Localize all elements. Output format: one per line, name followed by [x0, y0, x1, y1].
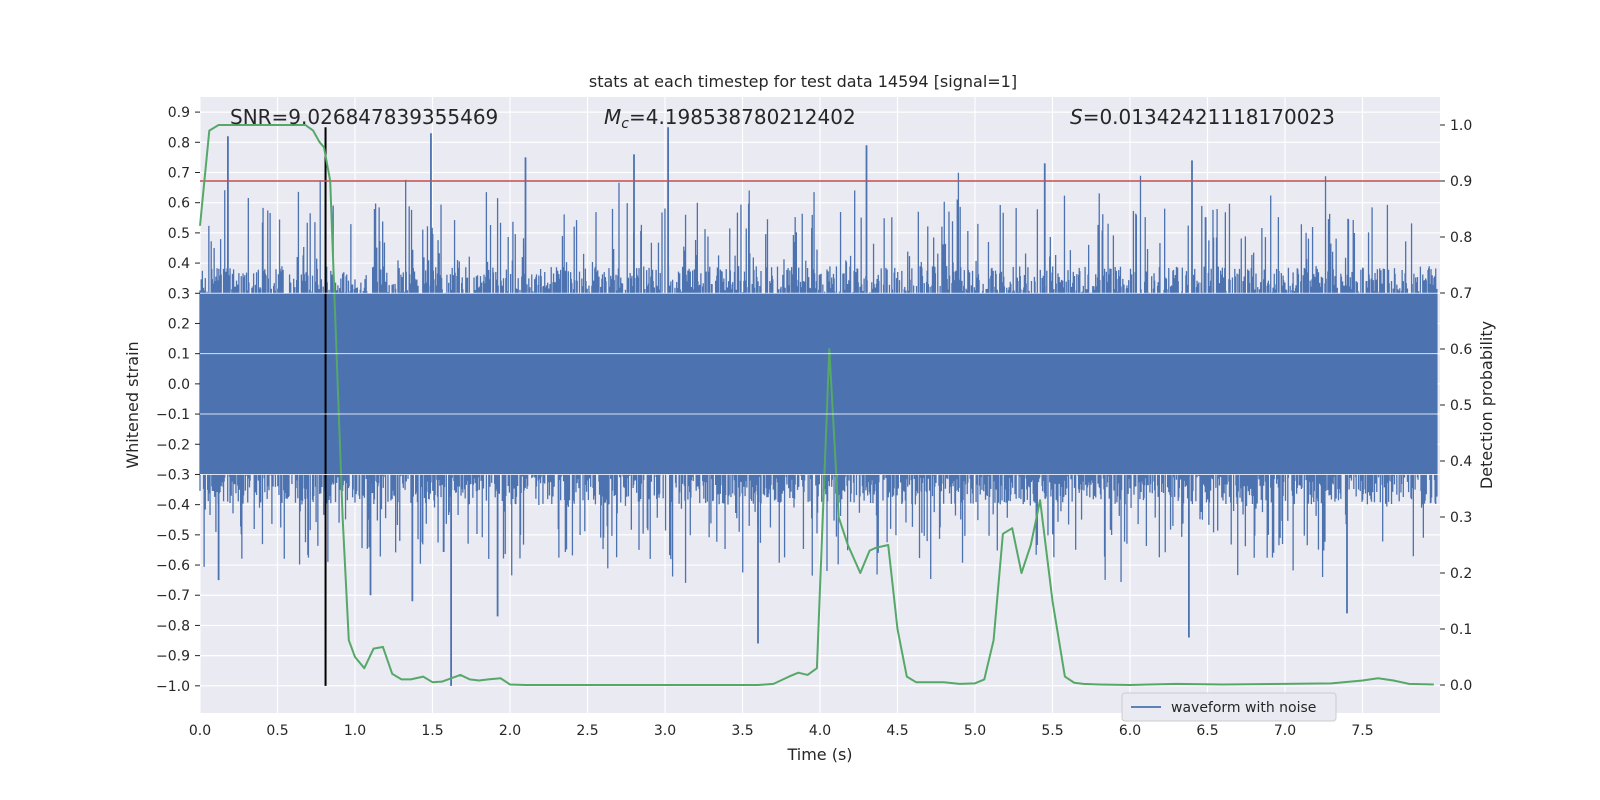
- y-axis-label: Whitened strain: [123, 341, 142, 468]
- y-tick-label: 0.7: [168, 165, 190, 181]
- y-axis-ticks: 0.9 0.8 0.7 0.6 0.5 0.4 0.3 0.2 0.1 0.0 −0.1 −0.2 −0…: [156, 105, 200, 695]
- x-tick-label: 4.0: [809, 723, 831, 739]
- snr-annotation: SNR=9.026847839355469: [230, 105, 498, 129]
- y2-tick-label: 0.3: [1450, 510, 1472, 526]
- x-tick-label: 6.5: [1196, 723, 1218, 739]
- x-tick-label: 3.5: [731, 723, 753, 739]
- s-symbol: S: [1070, 105, 1083, 129]
- y2-tick-label: 0.2: [1450, 566, 1472, 582]
- x-tick-label: 2.0: [499, 723, 521, 739]
- y-tick-label: −0.9: [156, 649, 190, 665]
- x-tick-label: 1.5: [421, 723, 443, 739]
- chirp-mass-annotation: Mc=4.198538780212402: [604, 105, 856, 132]
- x-tick-label: 5.0: [964, 723, 986, 739]
- x-axis-label: Time (s): [786, 745, 852, 764]
- chirp-mass-symbol: M: [604, 105, 621, 129]
- y-tick-label: −0.4: [156, 498, 190, 514]
- y2-axis-label: Detection probability: [1477, 321, 1496, 489]
- y-tick-label: −0.3: [156, 467, 190, 483]
- s-annotation: S=0.01342421118170023: [1070, 105, 1335, 129]
- legend: waveform with noise: [1121, 692, 1337, 722]
- y-tick-label: 0.0: [168, 377, 190, 393]
- y-tick-label: 0.1: [168, 347, 190, 363]
- grid-overlay: [200, 292, 1440, 475]
- y-tick-label: 0.4: [168, 256, 190, 272]
- y2-tick-label: 0.7: [1450, 286, 1472, 302]
- chart-title: stats at each timestep for test data 145…: [589, 72, 1017, 91]
- chirp-mass-value: =4.198538780212402: [629, 105, 856, 129]
- y2-tick-label: 0.6: [1450, 342, 1472, 358]
- y-tick-label: −0.7: [156, 588, 190, 604]
- x-tick-label: 7.0: [1274, 723, 1296, 739]
- x-axis-ticks: 0.0 0.5 1.0 1.5 2.0 2.5 3.0 3.5 4.0 4.5 5.0 5.5 6.0 6…: [189, 723, 1374, 739]
- y-tick-label: 0.5: [168, 226, 190, 242]
- y-tick-label: −0.2: [156, 437, 190, 453]
- chirp-mass-subscript: c: [621, 116, 629, 132]
- y-tick-label: 0.3: [168, 286, 190, 302]
- y-tick-label: 0.9: [168, 105, 190, 121]
- y-tick-label: 0.2: [168, 316, 190, 332]
- y2-tick-label: 1.0: [1450, 118, 1472, 134]
- y-tick-label: −0.8: [156, 618, 190, 634]
- x-tick-label: 0.0: [189, 723, 211, 739]
- x-tick-label: 0.5: [266, 723, 288, 739]
- y2-tick-label: 0.8: [1450, 230, 1472, 246]
- y-tick-label: −1.0: [156, 679, 190, 695]
- y2-tick-label: 0.5: [1450, 398, 1472, 414]
- y2-tick-label: 0.4: [1450, 454, 1472, 470]
- y-tick-label: −0.5: [156, 528, 190, 544]
- x-tick-label: 6.0: [1119, 723, 1141, 739]
- y2-axis-ticks: 1.0 0.9 0.8 0.7 0.6 0.5 0.4 0.3 0.2 0.1 0.0: [1440, 118, 1472, 694]
- y2-tick-label: 0.1: [1450, 622, 1472, 638]
- x-tick-label: 4.5: [886, 723, 908, 739]
- x-tick-label: 7.5: [1351, 723, 1373, 739]
- x-tick-label: 5.5: [1041, 723, 1063, 739]
- detection-probability-line: [199, 124, 1434, 686]
- y-tick-label: −0.6: [156, 558, 190, 574]
- y-tick-label: 0.6: [168, 196, 190, 212]
- x-tick-label: 1.0: [344, 723, 366, 739]
- y2-tick-label: 0.9: [1450, 174, 1472, 190]
- y-tick-label: −0.1: [156, 407, 190, 423]
- probability-series: [199, 124, 1434, 686]
- s-value: =0.01342421118170023: [1083, 105, 1335, 129]
- y2-tick-label: 0.0: [1450, 678, 1472, 694]
- y-tick-label: 0.8: [168, 135, 190, 151]
- x-tick-label: 2.5: [576, 723, 598, 739]
- legend-box: [1121, 692, 1337, 722]
- x-tick-label: 3.0: [654, 723, 676, 739]
- legend-entry-waveform: waveform with noise: [1171, 700, 1316, 716]
